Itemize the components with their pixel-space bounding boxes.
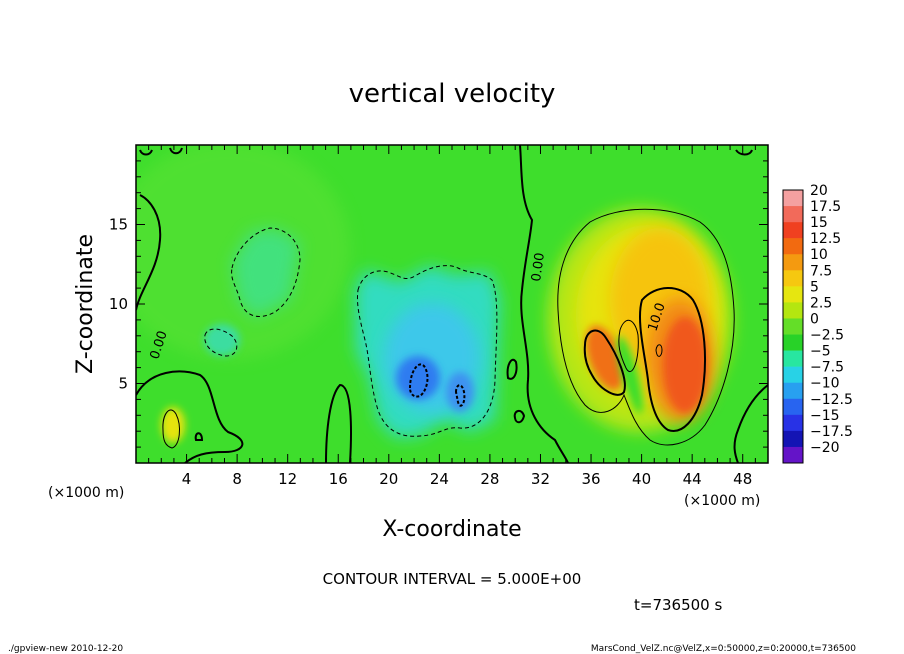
contour-positive	[618, 320, 639, 372]
field-region	[663, 317, 707, 413]
x-tick-label: 44	[683, 470, 702, 488]
colorbar-label: −15	[810, 408, 840, 424]
colorbar-swatch	[783, 190, 803, 207]
x-axis: 4 8 12 16 20 24 28 32 36 40 44 48	[148, 145, 756, 488]
colorbar-label: 20	[810, 183, 828, 199]
chart-title: vertical velocity	[349, 79, 556, 109]
colorbar-swatch	[783, 286, 803, 303]
colorbar-swatch	[783, 238, 803, 255]
x-tick-label: 28	[480, 470, 499, 488]
contour-zero	[519, 145, 569, 463]
field-region	[161, 407, 185, 443]
contour-positive	[557, 208, 735, 446]
colorbar-label: −5	[810, 344, 831, 360]
x-tick-label: 12	[278, 470, 297, 488]
contour-zero	[194, 432, 204, 441]
plot-area: 0.00 0.00 10.0	[136, 145, 768, 463]
field-region	[585, 325, 625, 391]
x-tick-label: 8	[232, 470, 242, 488]
footer-right: MarsCond_VelZ.nc@VelZ,x=0:50000,z=0:2000…	[591, 644, 856, 654]
contour-zero	[513, 410, 526, 424]
colorbar-swatch	[783, 334, 803, 351]
colorbar: 2017.51512.5107.552.50−2.5−5−7.5−10−12.5…	[782, 183, 853, 464]
colorbar-swatch	[783, 302, 803, 319]
x-tick-label: 48	[733, 470, 752, 488]
y-tick-label: 15	[109, 216, 128, 234]
contour-negative	[204, 328, 238, 357]
colorbar-swatch	[783, 222, 803, 239]
colorbar-label: 15	[810, 215, 828, 231]
y-tick-label: 5	[118, 375, 128, 393]
colorbar-label: −12.5	[810, 392, 853, 408]
footer-left: ./gpview-new 2010-12-20	[8, 644, 123, 654]
colorbar-swatch	[783, 382, 803, 400]
colorbar-frame	[782, 189, 804, 464]
field-region	[446, 372, 474, 412]
colorbar-swatch	[783, 366, 803, 384]
colorbar-swatch	[783, 446, 803, 464]
colorbar-label: 12.5	[810, 231, 841, 247]
contour-negative-ten	[408, 363, 429, 398]
colorbar-swatch	[783, 318, 803, 335]
contour-zero	[325, 383, 352, 463]
x-tick-label: 36	[581, 470, 600, 488]
colorbar-swatch	[783, 270, 803, 287]
contour-ten	[655, 344, 663, 357]
contour-interval-text: CONTOUR INTERVAL = 5.000E+00	[323, 570, 582, 588]
x-tick-label: 32	[531, 470, 550, 488]
colorbar-swatch	[783, 398, 803, 416]
colorbar-label: −7.5	[810, 360, 844, 376]
x-unit-left: (×1000 m)	[48, 485, 124, 501]
colorbar-label: −17.5	[810, 424, 853, 440]
field-region	[232, 228, 300, 318]
x-tick-label: 20	[379, 470, 398, 488]
field-region	[204, 324, 240, 356]
colorbar-label: −10	[810, 376, 840, 392]
y-axis-label: Z-coordinate	[73, 234, 98, 374]
x-tick-label: 4	[182, 470, 192, 488]
x-unit-right: (×1000 m)	[684, 493, 760, 509]
colorbar-swatch	[783, 430, 803, 448]
colorbar-swatch	[783, 254, 803, 271]
colorbar-swatch	[783, 414, 803, 432]
colorbar-label: 17.5	[810, 199, 841, 215]
time-text: t=736500 s	[634, 596, 722, 614]
contour-zero	[136, 370, 244, 463]
contour-negative-ten	[454, 384, 466, 407]
contour-ten	[639, 287, 706, 432]
colorbar-label: 10	[810, 247, 828, 263]
field-region	[617, 336, 643, 414]
colorbar-label: 5	[810, 279, 819, 295]
x-tick-label: 24	[430, 470, 449, 488]
colorbar-label: 7.5	[810, 263, 832, 279]
colorbar-swatch	[783, 350, 803, 367]
contour-ten	[583, 329, 626, 396]
field-region	[396, 356, 440, 400]
x-axis-label: X-coordinate	[382, 517, 521, 542]
contour-lines	[136, 145, 768, 463]
contour-label: 0.00	[529, 252, 548, 283]
colorbar-swatch	[783, 206, 803, 223]
colorbar-label: −20	[810, 440, 840, 456]
contour-positive	[162, 409, 180, 449]
contour-zero	[733, 384, 768, 463]
x-tick-label: 16	[329, 470, 348, 488]
contour-zero	[136, 194, 162, 311]
colorbar-label: 0	[810, 311, 819, 327]
y-tick-label: 10	[109, 295, 128, 313]
x-tick-label: 40	[632, 470, 651, 488]
colorbar-label: −2.5	[810, 328, 844, 344]
colorbar-label: 2.5	[810, 295, 832, 311]
contour-zero	[506, 358, 518, 380]
y-axis: 5 10 15	[109, 160, 768, 448]
contour-negative	[231, 227, 301, 317]
contour-zero	[139, 147, 753, 156]
